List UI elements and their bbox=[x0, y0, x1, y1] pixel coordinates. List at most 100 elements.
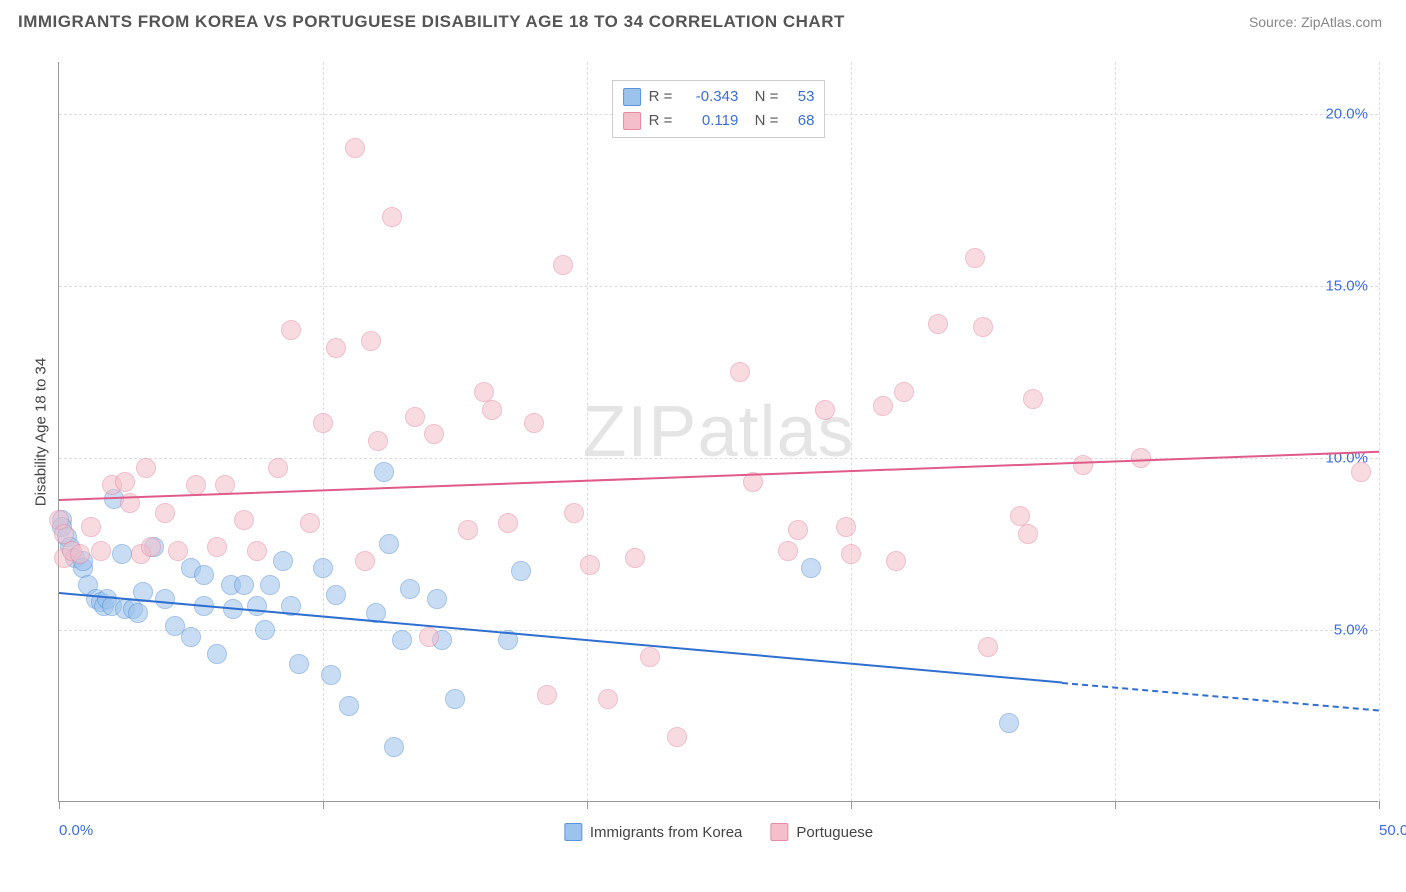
data-point bbox=[300, 513, 320, 533]
data-point bbox=[424, 424, 444, 444]
data-point bbox=[361, 331, 381, 351]
legend-stat-row: R =0.119 N =68 bbox=[623, 109, 815, 133]
data-point bbox=[841, 544, 861, 564]
data-point bbox=[836, 517, 856, 537]
legend-series-label: Immigrants from Korea bbox=[590, 824, 743, 841]
gridline-v bbox=[1115, 62, 1116, 801]
data-point bbox=[115, 472, 135, 492]
r-label: R = bbox=[649, 85, 673, 109]
gridline-v bbox=[1379, 62, 1380, 801]
correlation-legend: R =-0.343 N =53R =0.119 N =68 bbox=[612, 80, 826, 138]
data-point bbox=[553, 255, 573, 275]
data-point bbox=[81, 517, 101, 537]
data-point bbox=[564, 503, 584, 523]
n-label: N = bbox=[746, 109, 778, 133]
r-label: R = bbox=[649, 109, 673, 133]
data-point bbox=[339, 696, 359, 716]
data-point bbox=[194, 565, 214, 585]
gridline-v bbox=[851, 62, 852, 801]
r-value: 0.119 bbox=[680, 109, 738, 133]
data-point bbox=[1131, 448, 1151, 468]
data-point bbox=[537, 685, 557, 705]
data-point bbox=[978, 637, 998, 657]
data-point bbox=[788, 520, 808, 540]
series-legend: Immigrants from Korea Portuguese bbox=[564, 823, 873, 841]
data-point bbox=[400, 579, 420, 599]
data-point bbox=[1018, 524, 1038, 544]
data-point bbox=[598, 689, 618, 709]
watermark: ZIPatlas bbox=[582, 391, 854, 473]
data-point bbox=[313, 558, 333, 578]
legend-swatch bbox=[623, 112, 641, 130]
data-point bbox=[247, 541, 267, 561]
data-point bbox=[289, 654, 309, 674]
data-point bbox=[255, 620, 275, 640]
legend-series-label: Portuguese bbox=[796, 824, 873, 841]
gridline-h bbox=[59, 286, 1378, 287]
source-link[interactable]: ZipAtlas.com bbox=[1301, 14, 1382, 30]
chart-title: IMMIGRANTS FROM KOREA VS PORTUGUESE DISA… bbox=[18, 12, 845, 32]
data-point bbox=[374, 462, 394, 482]
data-point bbox=[168, 541, 188, 561]
data-point bbox=[181, 627, 201, 647]
x-tick bbox=[1379, 801, 1380, 809]
y-tick-label: 15.0% bbox=[1325, 277, 1368, 294]
data-point bbox=[427, 589, 447, 609]
data-point bbox=[91, 541, 111, 561]
legend-stat-row: R =-0.343 N =53 bbox=[623, 85, 815, 109]
data-point bbox=[268, 458, 288, 478]
data-point bbox=[778, 541, 798, 561]
chart-header: IMMIGRANTS FROM KOREA VS PORTUGUESE DISA… bbox=[0, 0, 1406, 40]
data-point bbox=[482, 400, 502, 420]
data-point bbox=[928, 314, 948, 334]
data-point bbox=[640, 647, 660, 667]
data-point bbox=[973, 317, 993, 337]
data-point bbox=[405, 407, 425, 427]
x-tick bbox=[587, 801, 588, 809]
data-point bbox=[313, 413, 333, 433]
gridline-v bbox=[587, 62, 588, 801]
trend-line bbox=[1062, 682, 1379, 712]
y-tick-label: 5.0% bbox=[1334, 621, 1368, 638]
y-tick-label: 20.0% bbox=[1325, 105, 1368, 122]
n-value: 53 bbox=[786, 85, 814, 109]
x-tick bbox=[59, 801, 60, 809]
data-point bbox=[186, 475, 206, 495]
x-tick bbox=[323, 801, 324, 809]
data-point bbox=[128, 603, 148, 623]
legend-swatch bbox=[623, 88, 641, 106]
x-tick bbox=[851, 801, 852, 809]
x-tick bbox=[1115, 801, 1116, 809]
data-point bbox=[445, 689, 465, 709]
data-point bbox=[625, 548, 645, 568]
data-point bbox=[260, 575, 280, 595]
chart-container: Disability Age 18 to 34 ZIPatlas R =-0.3… bbox=[18, 44, 1388, 834]
data-point bbox=[273, 551, 293, 571]
n-label: N = bbox=[746, 85, 778, 109]
y-axis-label: Disability Age 18 to 34 bbox=[33, 357, 50, 505]
data-point bbox=[281, 320, 301, 340]
legend-series-item: Immigrants from Korea bbox=[564, 823, 743, 841]
data-point bbox=[321, 665, 341, 685]
data-point bbox=[886, 551, 906, 571]
data-point bbox=[136, 458, 156, 478]
data-point bbox=[999, 713, 1019, 733]
data-point bbox=[326, 585, 346, 605]
data-point bbox=[368, 431, 388, 451]
data-point bbox=[524, 413, 544, 433]
legend-swatch bbox=[564, 823, 582, 841]
data-point bbox=[894, 382, 914, 402]
data-point bbox=[384, 737, 404, 757]
data-point bbox=[580, 555, 600, 575]
data-point bbox=[326, 338, 346, 358]
data-point bbox=[801, 558, 821, 578]
data-point bbox=[207, 644, 227, 664]
legend-series-item: Portuguese bbox=[770, 823, 873, 841]
data-point bbox=[155, 589, 175, 609]
data-point bbox=[155, 503, 175, 523]
data-point bbox=[207, 537, 227, 557]
data-point bbox=[382, 207, 402, 227]
data-point bbox=[112, 544, 132, 564]
data-point bbox=[1351, 462, 1371, 482]
data-point bbox=[419, 627, 439, 647]
